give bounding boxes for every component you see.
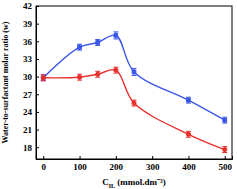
error-cap bbox=[132, 75, 137, 76]
error-cap bbox=[222, 123, 227, 124]
marker bbox=[223, 118, 227, 122]
y-tick: 39 bbox=[23, 19, 39, 29]
y-tick: 36 bbox=[23, 37, 39, 47]
y-tick: 27 bbox=[23, 90, 39, 100]
x-tick: 300 bbox=[146, 156, 160, 172]
error-cap bbox=[95, 45, 100, 46]
error-bar bbox=[41, 75, 46, 81]
x-tick-label: 100 bbox=[73, 162, 87, 172]
error-cap bbox=[186, 103, 191, 104]
error-cap bbox=[113, 31, 118, 32]
x-tick-mark bbox=[152, 156, 153, 159]
y-axis-line bbox=[37, 7, 40, 160]
y-tick-label: 18 bbox=[23, 143, 33, 153]
y-tick-label: 42 bbox=[23, 1, 33, 11]
x-tick-label: 200 bbox=[110, 162, 124, 172]
marker bbox=[78, 45, 82, 49]
marker bbox=[114, 68, 118, 72]
marker bbox=[41, 76, 45, 80]
error-bar bbox=[132, 68, 137, 75]
y-tick-label: 33 bbox=[23, 54, 33, 64]
error-bar bbox=[113, 67, 118, 73]
error-bar bbox=[95, 40, 100, 46]
x-tick: 400 bbox=[182, 156, 196, 172]
frame bbox=[36, 6, 232, 159]
x-tick-label: 0 bbox=[42, 162, 47, 172]
marker bbox=[114, 34, 118, 38]
error-bar bbox=[222, 117, 227, 123]
error-bar bbox=[77, 44, 82, 50]
y-tick-label: 27 bbox=[23, 90, 33, 100]
marker bbox=[186, 132, 190, 136]
marker bbox=[223, 147, 227, 151]
y-axis-title: Water-to-surfactant molar ratio (w) bbox=[1, 21, 10, 143]
x-tick-mark bbox=[80, 156, 81, 159]
x-tick-label: 400 bbox=[182, 162, 196, 172]
error-cap bbox=[222, 117, 227, 118]
y-tick-label: 36 bbox=[23, 37, 33, 47]
error-bar bbox=[132, 100, 137, 106]
x-tick-mark bbox=[116, 156, 117, 159]
y-tick: 18 bbox=[23, 143, 39, 153]
marker bbox=[96, 41, 100, 45]
plot: 0 100 200 300 400 500 18 21 24 27 30 33 36 39 42 bbox=[23, 1, 233, 172]
x-tick-label: 300 bbox=[146, 162, 160, 172]
y-axis: 18 21 24 27 30 33 36 39 42 bbox=[23, 1, 39, 159]
y-tick-mark bbox=[36, 41, 39, 42]
error-cap bbox=[113, 38, 118, 39]
y-tick-label: 39 bbox=[23, 19, 33, 29]
y-tick-mark bbox=[36, 6, 39, 7]
y-tick-mark bbox=[36, 77, 39, 78]
y-tick: 42 bbox=[23, 1, 39, 11]
x-axis-title: CIL (mmol.dm⁻³) bbox=[102, 177, 166, 189]
x-tick: 100 bbox=[73, 156, 87, 172]
x-tick: 200 bbox=[110, 156, 124, 172]
error-cap bbox=[77, 44, 82, 45]
error-bar bbox=[41, 75, 46, 81]
x-axis-line bbox=[37, 156, 233, 160]
error-bar bbox=[95, 71, 100, 77]
marker bbox=[77, 75, 81, 79]
marker bbox=[41, 76, 45, 80]
error-cap bbox=[95, 39, 100, 40]
x-tick: 0 bbox=[42, 156, 47, 172]
marker bbox=[132, 70, 136, 74]
error-bar bbox=[77, 74, 82, 80]
error-cap bbox=[132, 68, 137, 69]
data-area bbox=[41, 32, 227, 153]
error-cap bbox=[77, 50, 82, 51]
x-tick-mark bbox=[188, 156, 189, 159]
error-bar bbox=[113, 32, 118, 39]
error-bar bbox=[222, 147, 227, 153]
y-tick-mark bbox=[36, 59, 39, 60]
marker bbox=[96, 72, 100, 76]
y-tick-mark bbox=[36, 130, 39, 131]
y-tick-mark bbox=[36, 94, 39, 95]
y-tick: 33 bbox=[23, 54, 39, 64]
y-tick-mark bbox=[36, 24, 39, 25]
x-tick-mark bbox=[225, 156, 226, 159]
error-bar bbox=[186, 131, 191, 137]
marker bbox=[187, 98, 191, 102]
y-tick: 24 bbox=[23, 107, 39, 117]
series-line bbox=[43, 70, 224, 150]
x-tick-mark bbox=[43, 156, 44, 159]
error-cap bbox=[186, 97, 191, 98]
y-tick-mark bbox=[36, 147, 39, 148]
x-axis: 0 100 200 300 400 500 bbox=[37, 156, 233, 172]
y-tick-mark bbox=[36, 112, 39, 113]
y-tick-label: 21 bbox=[23, 125, 33, 135]
y-tick: 21 bbox=[23, 125, 39, 135]
y-tick-label: 24 bbox=[23, 107, 33, 117]
error-bar bbox=[186, 97, 191, 103]
y-tick: 30 bbox=[23, 72, 39, 82]
x-tick: 500 bbox=[218, 156, 232, 172]
y-tick-label: 30 bbox=[23, 72, 33, 82]
chart: 0 100 200 300 400 500 18 21 24 27 30 33 36 39 42 CIL (m… bbox=[0, 0, 237, 189]
x-tick-label: 500 bbox=[218, 162, 232, 172]
marker bbox=[132, 101, 136, 105]
